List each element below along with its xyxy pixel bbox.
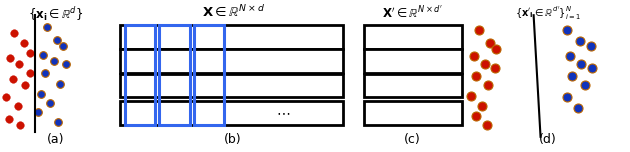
Bar [120, 25, 343, 49]
Bar [364, 49, 462, 73]
Bar [364, 74, 462, 97]
Bar [194, 25, 224, 125]
Bar [120, 74, 343, 97]
Bar [364, 101, 462, 125]
Text: (d): (d) [539, 133, 557, 146]
Bar [364, 25, 462, 49]
Text: $\{\mathbf{x_i} \in \mathbb{R}^{d}\}$: $\{\mathbf{x_i} \in \mathbb{R}^{d}\}$ [28, 5, 83, 22]
Text: (c): (c) [404, 133, 421, 146]
Bar [120, 101, 343, 125]
Text: $\mathbf{X'} \in \mathbb{R}^{N \times d'}$: $\mathbf{X'} \in \mathbb{R}^{N \times d'… [382, 5, 443, 21]
Text: (b): (b) [224, 133, 242, 146]
Text: (a): (a) [47, 133, 64, 146]
Text: $\{\mathbf{x'_i} \in \mathbb{R}^{d'}\}_{i=1}^{N}$: $\{\mathbf{x'_i} \in \mathbb{R}^{d'}\}_{… [515, 5, 581, 22]
Bar [120, 49, 343, 73]
Bar [159, 25, 190, 125]
Text: $\cdots$: $\cdots$ [277, 105, 290, 119]
Text: $\mathbf{X} \in \mathbb{R}^{N \times d}$: $\mathbf{X} \in \mathbb{R}^{N \times d}$ [202, 5, 265, 21]
Bar [125, 25, 155, 125]
